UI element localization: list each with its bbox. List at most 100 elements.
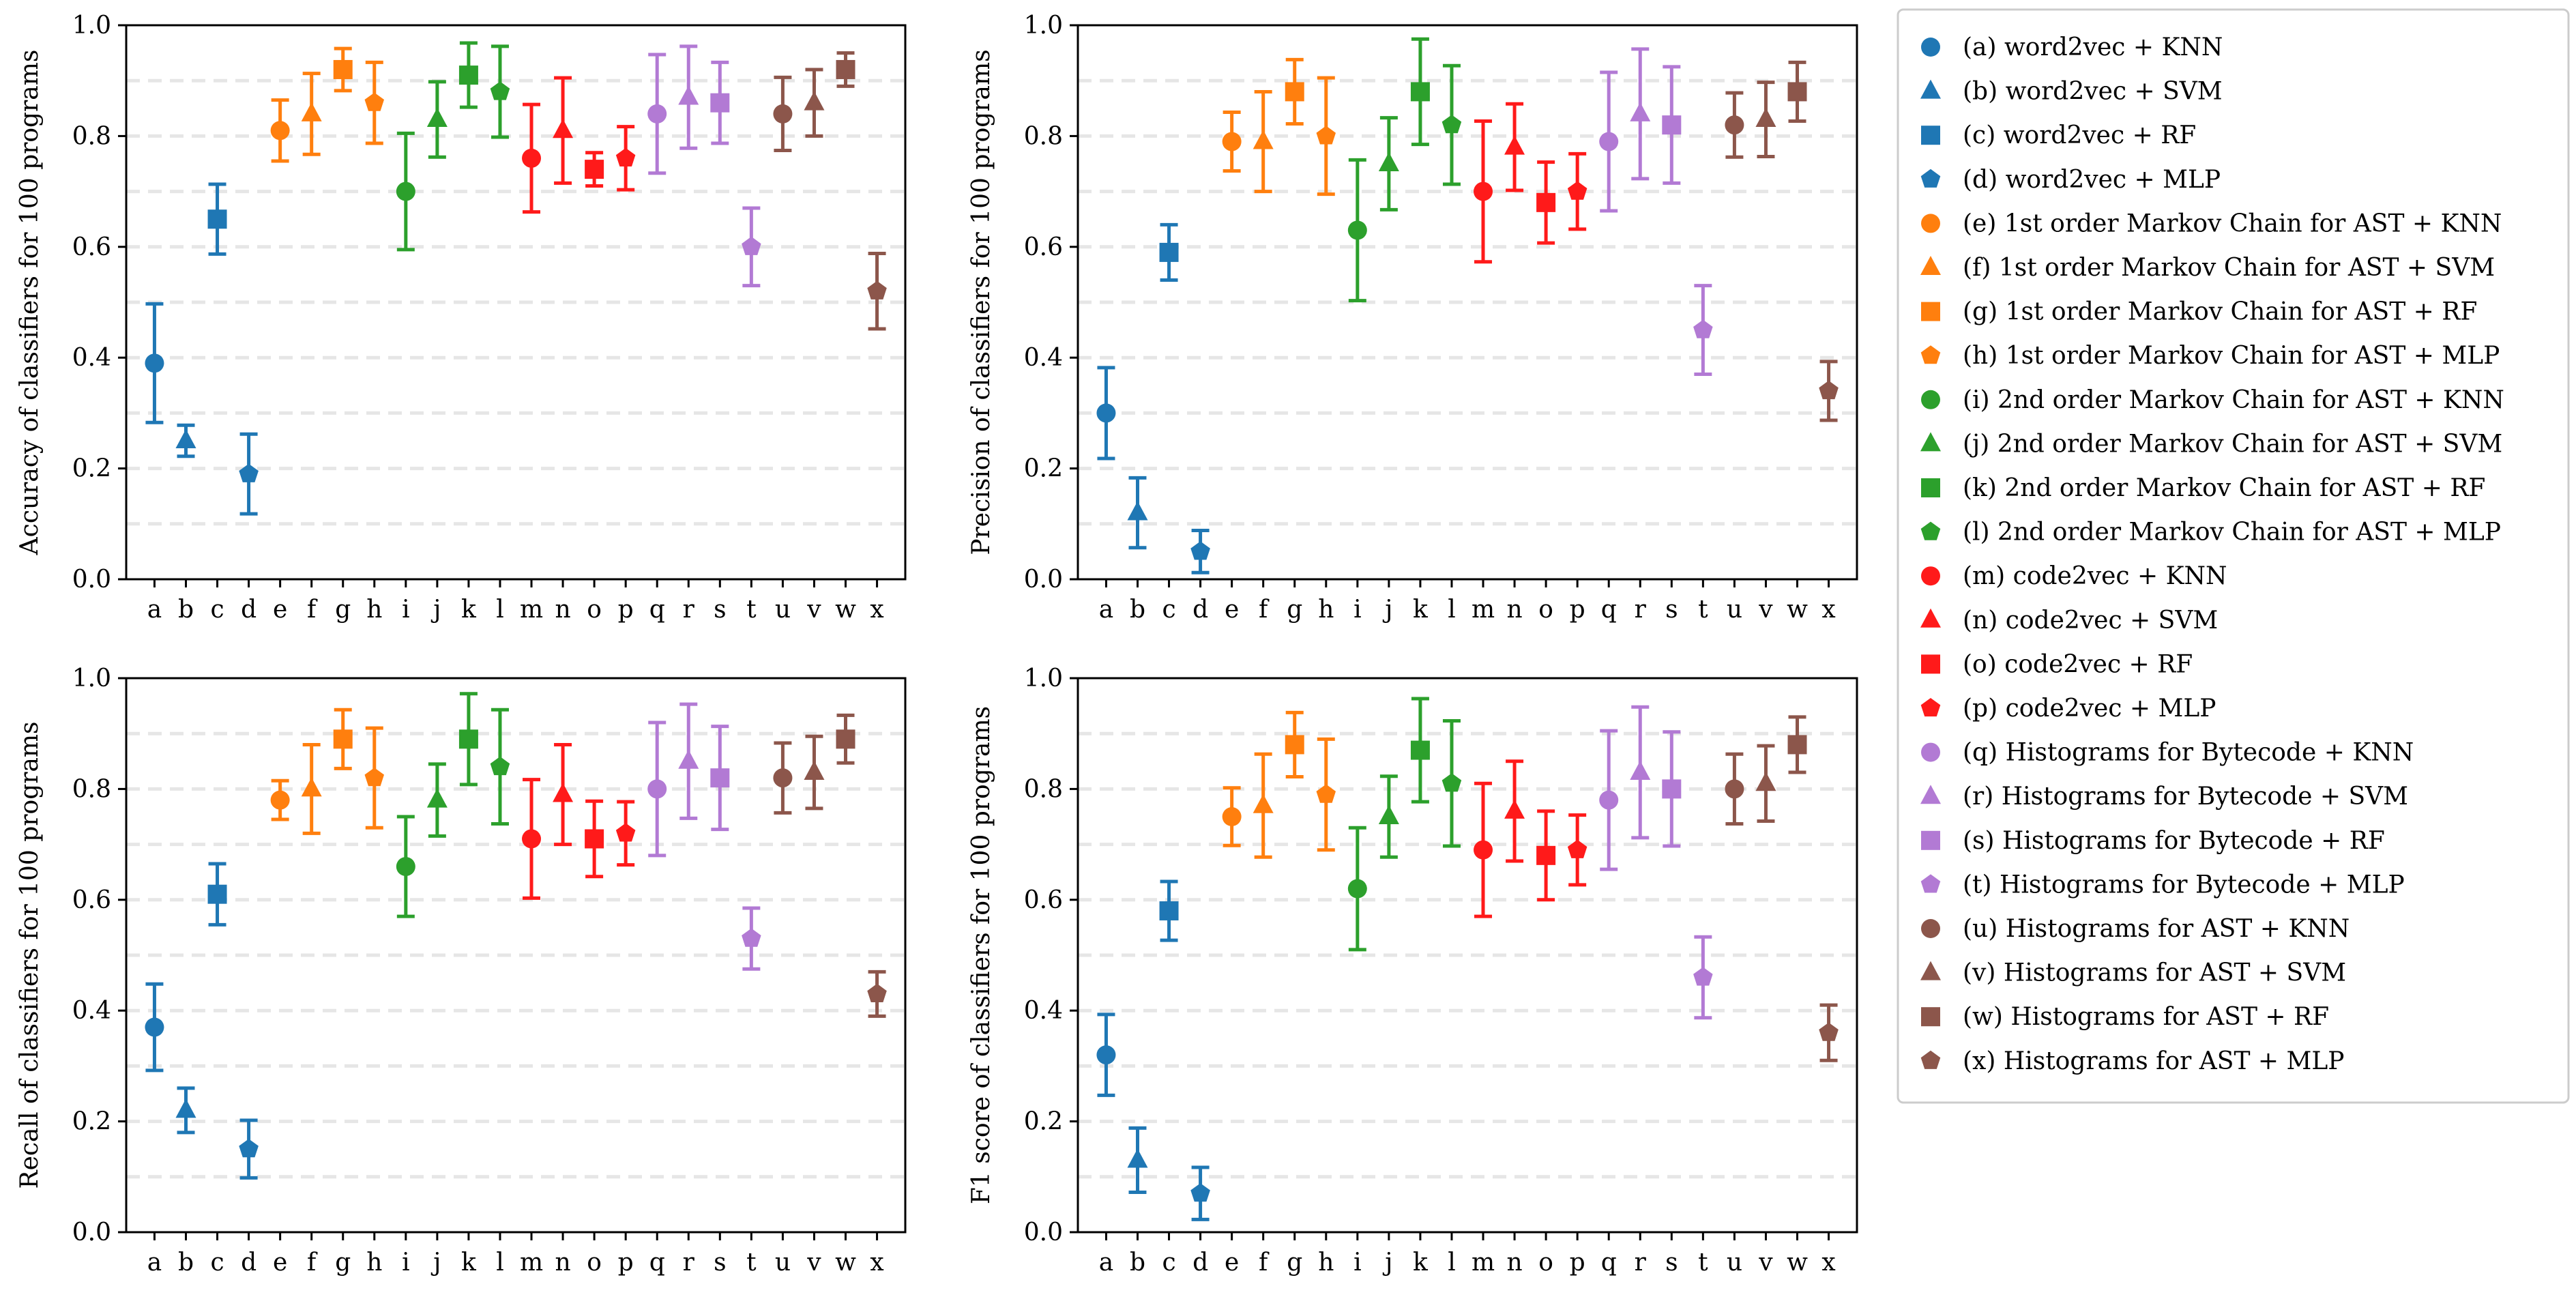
data-point [1096, 1045, 1116, 1065]
data-point [301, 777, 322, 797]
legend-marker [1921, 214, 1940, 233]
x-tick-label: g [335, 596, 351, 624]
data-point [710, 768, 730, 788]
x-tick-label: i [402, 596, 410, 624]
y-tick-label: 0.8 [1024, 775, 1063, 803]
data-point [1662, 115, 1682, 135]
data-point [1725, 779, 1744, 799]
data-point [426, 788, 448, 808]
legend-label: (j) 2nd order Markov Chain for AST + SVM [1963, 430, 2502, 458]
legend-label: (g) 1st order Markov Chain for AST + RF [1963, 298, 2477, 326]
y-tick-label: 0.4 [72, 997, 111, 1025]
data-point [364, 768, 384, 787]
legend-marker [1921, 830, 1940, 850]
data-point [1441, 773, 1462, 792]
x-tick-label: x [1821, 1249, 1835, 1277]
data-point [175, 1098, 196, 1118]
data-point [1096, 403, 1116, 423]
y-tick-label: 0.2 [1024, 455, 1063, 483]
x-tick-label: a [1099, 596, 1113, 624]
data-point [1441, 115, 1462, 134]
data-point [1755, 772, 1776, 791]
x-tick-label: j [430, 596, 441, 624]
data-point [1599, 790, 1619, 810]
data-point [1504, 799, 1525, 819]
chart-panel: 0.0 0.2 0.4 0.6 0.8 1.0 a b c d e f g h i j k l m n o p q r s t u v… [967, 12, 1858, 624]
x-tick-label: i [1353, 1249, 1362, 1277]
data-point [522, 829, 542, 849]
data-point [1159, 242, 1179, 262]
x-tick-label: w [835, 596, 856, 624]
data-point [553, 119, 574, 139]
x-tick-label: m [1472, 1249, 1495, 1277]
legend-label: (o) code2vec + RF [1963, 650, 2193, 678]
x-tick-label: x [870, 596, 883, 624]
data-point [333, 729, 353, 749]
legend-label: (m) code2vec + KNN [1963, 562, 2227, 590]
y-tick-label: 0.4 [72, 344, 111, 372]
x-tick-label: p [1570, 596, 1585, 624]
data-point [522, 148, 542, 168]
data-point [1190, 1183, 1210, 1202]
data-point [145, 353, 164, 373]
x-tick-label: q [649, 1249, 665, 1277]
x-tick-label: n [1506, 1249, 1522, 1277]
x-tick-label: g [335, 1249, 351, 1277]
data-point [396, 857, 415, 877]
legend-marker [1920, 961, 1941, 980]
x-tick-label: t [1698, 596, 1708, 624]
x-tick-label: h [366, 1249, 382, 1277]
legend-label: (x) Histograms for AST + MLP [1963, 1047, 2345, 1075]
x-tick-label: h [1318, 1249, 1334, 1277]
data-point [804, 91, 825, 111]
legend-label: (c) word2vec + RF [1963, 121, 2196, 149]
legend-marker [1921, 478, 1940, 497]
x-tick-label: b [1130, 596, 1145, 624]
data-point [1127, 1148, 1148, 1168]
data-point [333, 59, 353, 79]
legend-marker [1921, 742, 1940, 762]
data-point [804, 761, 825, 781]
legend-marker [1920, 608, 1941, 628]
x-tick-label: v [806, 1249, 821, 1277]
x-tick-label: c [210, 596, 224, 624]
x-tick-label: c [1162, 1249, 1175, 1277]
data-point [490, 81, 510, 100]
y-axis-title: Recall of classifiers for 100 programs [16, 721, 44, 1189]
data-point [836, 729, 855, 749]
x-tick-label: j [1382, 1249, 1392, 1277]
y-tick-label: 0.6 [72, 886, 111, 914]
data-point [1474, 840, 1493, 860]
x-tick-label: u [1727, 1249, 1742, 1277]
data-point [1316, 126, 1336, 145]
x-tick-label: p [618, 1249, 634, 1277]
y-tick-label: 0.8 [1024, 122, 1063, 150]
data-point [396, 181, 415, 201]
legend-label: (p) code2vec + MLP [1963, 695, 2216, 723]
legend-label: (r) Histograms for Bytecode + SVM [1963, 783, 2408, 811]
y-tick-label: 1.0 [1024, 665, 1063, 693]
x-tick-label: s [714, 1249, 726, 1277]
legend-label: (l) 2nd order Markov Chain for AST + MLP [1963, 519, 2501, 547]
data-point [836, 59, 855, 79]
x-tick-label: d [241, 596, 257, 624]
data-point [1819, 1022, 1839, 1041]
y-axis-title: Precision of classifiers for 100 program… [967, 49, 995, 555]
legend-marker [1920, 521, 1941, 540]
data-point [1693, 319, 1713, 338]
legend-marker [1920, 785, 1941, 804]
x-tick-label: p [1570, 1249, 1585, 1277]
data-point [1536, 192, 1556, 212]
data-point [553, 783, 574, 802]
y-tick-label: 0.6 [1024, 886, 1063, 914]
data-point [1725, 115, 1744, 135]
data-point [1474, 181, 1493, 201]
data-point [867, 280, 887, 300]
x-tick-label: o [587, 1249, 602, 1277]
data-point [742, 236, 761, 255]
data-point [1316, 784, 1336, 803]
x-tick-label: t [746, 1249, 757, 1277]
data-point [364, 92, 384, 111]
data-point [1159, 901, 1179, 921]
